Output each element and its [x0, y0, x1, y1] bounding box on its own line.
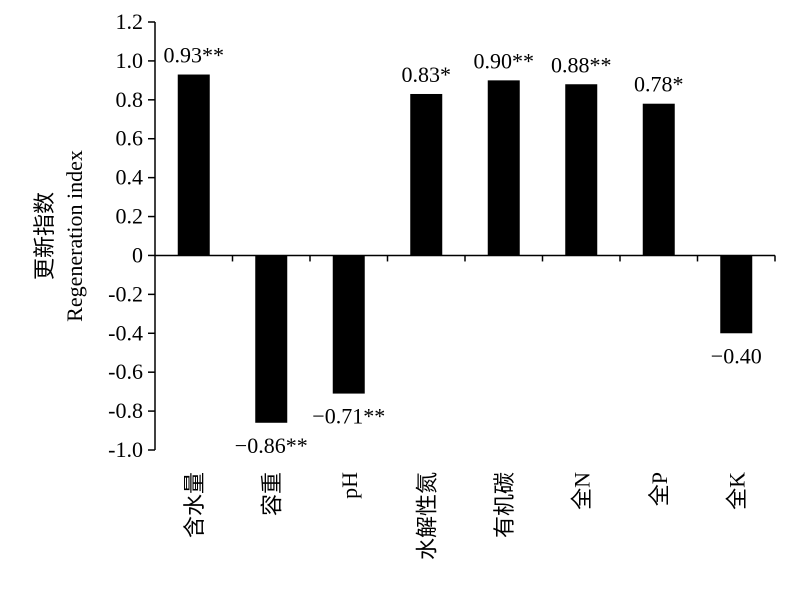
- category-labels: 含水量 容重 pH 水解性氮 有机碳 全N 全P 全K: [182, 472, 750, 560]
- bar-data-label: 0.88**: [551, 52, 612, 77]
- bar: [720, 255, 753, 334]
- y-axis-title-en: Regeneration index: [62, 150, 87, 322]
- y-tick-label: 0.2: [116, 204, 144, 229]
- y-axis: -1.0 -0.8 -0.6 -0.4 -0.2 0 0.2 0.4 0.6 0.8 1.0 1.2: [108, 9, 156, 462]
- bar-data-label: −0.86**: [235, 433, 308, 458]
- y-tick-label: -0.2: [108, 281, 143, 306]
- bar-data-label: 0.78*: [634, 72, 684, 97]
- bar: [642, 103, 675, 256]
- bars: [177, 74, 753, 423]
- category-label: 全N: [569, 472, 594, 510]
- y-tick-label: -1.0: [108, 437, 143, 462]
- category-label: 全P: [647, 472, 672, 506]
- y-tick-label: 0: [132, 242, 143, 267]
- y-tick-label: 1.2: [116, 9, 144, 34]
- y-tick-label: -0.4: [108, 320, 143, 345]
- category-label: 全K: [724, 472, 749, 510]
- y-tick-label: 1.0: [116, 48, 144, 73]
- bar-data-label: −0.71**: [312, 404, 385, 429]
- category-label: 有机碳: [492, 472, 517, 538]
- category-label: 水解性氮: [414, 472, 439, 560]
- bar: [177, 74, 210, 256]
- zero-baseline-group: [155, 254, 776, 262]
- bar-data-label: 0.90**: [474, 48, 535, 73]
- bar: [487, 80, 520, 256]
- y-tick-label: 0.4: [116, 165, 144, 190]
- bar-data-label: −0.40: [711, 343, 762, 368]
- data-labels: 0.93** −0.86**−0.71** 0.83* 0.90** 0.88** 0.7…: [164, 43, 762, 458]
- bar: [255, 255, 288, 423]
- category-label: 容重: [259, 472, 284, 516]
- y-axis-title-zh: 更新指数: [32, 192, 57, 280]
- category-label: 含水量: [182, 472, 207, 538]
- y-axis-title: 更新指数 Regeneration index: [32, 150, 87, 322]
- bar: [410, 93, 443, 256]
- y-tick-label: 0.6: [116, 126, 144, 151]
- bar-data-label: 0.93**: [164, 43, 225, 68]
- bar: [332, 255, 365, 394]
- category-label: pH: [337, 472, 362, 499]
- y-tick-label: -0.6: [108, 359, 143, 384]
- y-tick-label: 0.8: [116, 87, 144, 112]
- bar: [565, 84, 598, 256]
- bar-data-label: 0.83*: [402, 62, 452, 87]
- y-tick-label: -0.8: [108, 398, 143, 423]
